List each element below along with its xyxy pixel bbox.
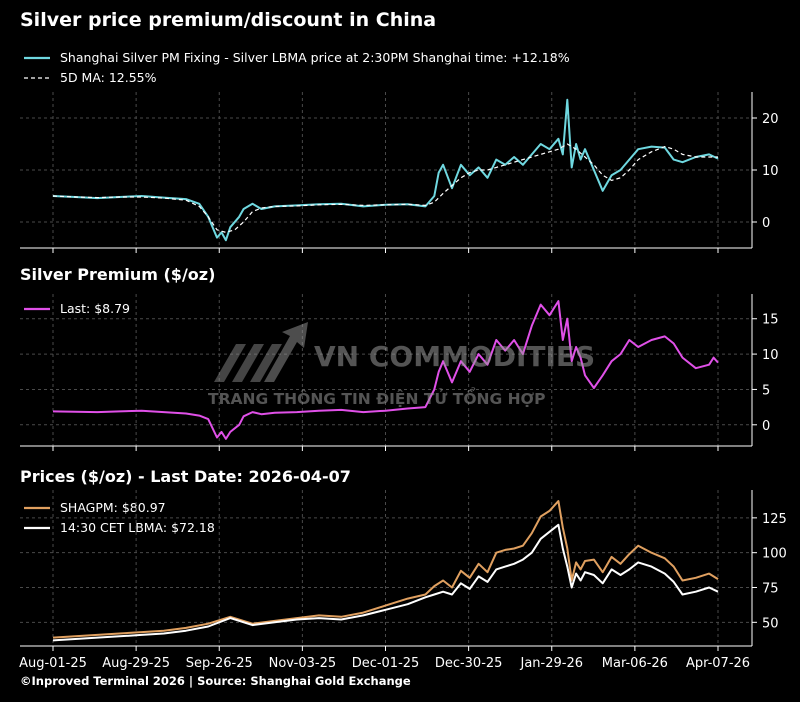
series-lines xyxy=(52,98,719,242)
x-tick-label: Apr-07-26 xyxy=(686,656,750,671)
series-line-1 xyxy=(52,98,719,242)
axes: 50 75 100 125 xyxy=(20,490,787,651)
footer-source: ©Inproved Terminal 2026 | Source: Shangh… xyxy=(20,674,411,688)
x-tick-label: Nov-03-25 xyxy=(269,656,337,671)
y-tick-label: 15 xyxy=(762,313,779,328)
legend-label-5d-ma: 5D MA: 12.55% xyxy=(60,70,157,85)
y-tick-label: 10 xyxy=(762,348,779,363)
legend-label-last: Last: $8.79 xyxy=(60,301,130,316)
x-tick-label: Dec-01-25 xyxy=(352,656,420,671)
premium-percent-panel: Silver price premium/discount in China S… xyxy=(20,9,779,253)
y-tick-label: 20 xyxy=(762,112,779,127)
watermark-brand: VN COMMODITIES xyxy=(314,340,595,373)
y-tick-label: 100 xyxy=(762,547,787,562)
y-tick-label: 125 xyxy=(762,512,787,527)
x-tick-labels: Aug-01-25 Aug-29-25 Sep-26-25 Nov-03-25 Dec-… xyxy=(19,656,750,671)
series-line-1 xyxy=(52,300,719,440)
x-tick-label: Aug-01-25 xyxy=(19,656,87,671)
series-lines xyxy=(52,300,719,440)
series-lines xyxy=(52,500,719,642)
y-tick-label: 75 xyxy=(762,582,779,597)
legend-label-shanghai-fixing: Shanghai Silver PM Fixing - Silver LBMA … xyxy=(60,50,570,65)
grid-lines xyxy=(20,294,752,446)
axes: 0 5 10 15 xyxy=(20,294,779,451)
watermark: VN COMMODITIES TRANG THÔNG TIN ĐIỆN TỬ T… xyxy=(208,322,595,408)
panel-title: Prices ($/oz) - Last Date: 2026-04-07 xyxy=(20,467,351,486)
watermark-logo-icon xyxy=(214,322,308,382)
panel-title: Silver Premium ($/oz) xyxy=(20,265,215,284)
y-tick-label: 10 xyxy=(762,164,779,179)
grid-lines xyxy=(20,92,752,248)
x-tick-label: Aug-29-25 xyxy=(102,656,170,671)
axes: 0 10 20 xyxy=(20,92,779,253)
prices-panel: Prices ($/oz) - Last Date: 2026-04-07 SH… xyxy=(19,467,787,671)
watermark-tagline: TRANG THÔNG TIN ĐIỆN TỬ TỔNG HỢP xyxy=(208,386,545,408)
x-tick-label: Dec-30-25 xyxy=(435,656,503,671)
premium-dollar-panel: Silver Premium ($/oz) Last: $8.79 0 5 10 15 xyxy=(20,265,779,451)
grid-lines xyxy=(20,490,752,646)
y-tick-label: 5 xyxy=(762,383,770,398)
series-line-1 xyxy=(52,500,719,639)
x-tick-label: Sep-26-25 xyxy=(186,656,253,671)
x-tick-label: Jan-29-26 xyxy=(519,656,583,671)
legend-label-shagpm: SHAGPM: $80.97 xyxy=(60,500,166,515)
y-tick-label: 0 xyxy=(762,419,770,434)
legend-label-lbma: 14:30 CET LBMA: $72.18 xyxy=(60,520,215,535)
panel-title: Silver price premium/discount in China xyxy=(20,9,436,31)
y-tick-label: 0 xyxy=(762,216,770,231)
y-tick-label: 50 xyxy=(762,616,779,631)
x-tick-label: Mar-06-26 xyxy=(602,656,668,671)
series-line-2 xyxy=(52,523,719,642)
